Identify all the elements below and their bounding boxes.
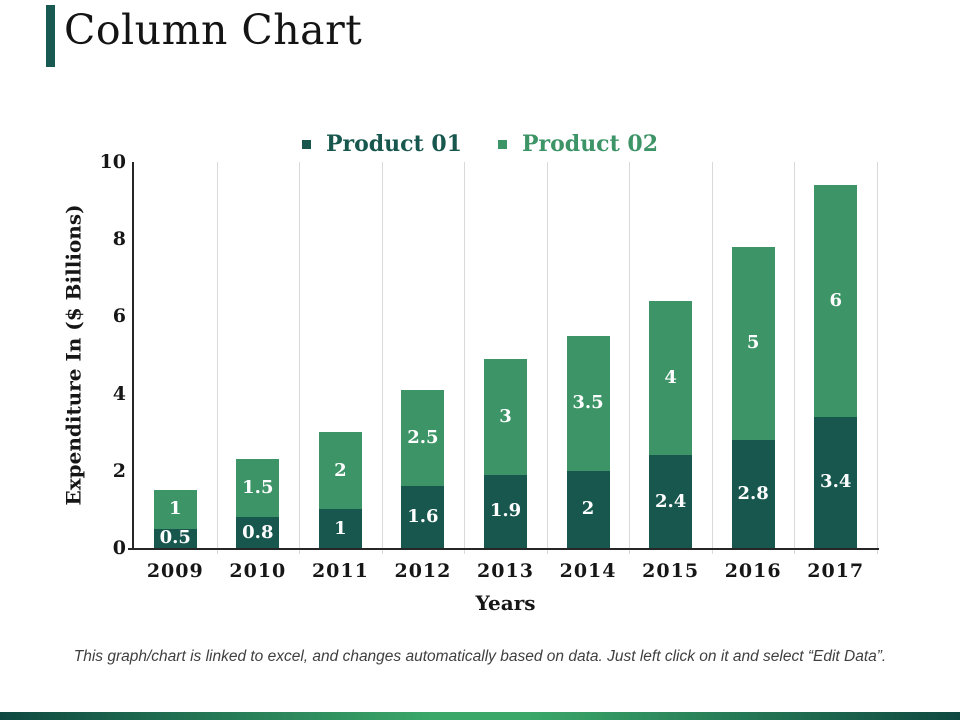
bar-value-label: 2.4: [654, 490, 687, 512]
bar-segment-product01-2011[interactable]: [318, 509, 362, 548]
bar-segment-product01-2012[interactable]: [401, 486, 445, 548]
x-axis-tick-label: 2009: [146, 560, 204, 582]
legend-swatch-product01-icon: [301, 139, 311, 149]
bar-value-label: 3.4: [820, 471, 852, 493]
bar-value-label: 1: [169, 498, 182, 520]
gridline: [794, 162, 796, 554]
legend-swatch-product02-icon: [498, 139, 507, 149]
x-axis-tick-label: 2011: [311, 560, 369, 582]
bar-value-label: 0.5: [159, 527, 191, 549]
bar-segment-product01-2015[interactable]: [649, 455, 693, 548]
gridline: [299, 162, 301, 554]
gridline: [629, 162, 631, 554]
bar-segment-product02-2015[interactable]: [649, 300, 693, 456]
bar-value-label: 1.6: [407, 506, 439, 528]
bar-value-label: 2.8: [737, 482, 769, 504]
x-axis-title: Years: [475, 591, 536, 615]
bar-value-label: 6: [829, 289, 842, 311]
footer-note: This graph/chart is linked to excel, and…: [73, 648, 887, 665]
legend-item-product01[interactable]: Product 01: [301, 131, 462, 157]
bar-value-label: 2: [334, 459, 347, 481]
x-axis-tick-label: 2015: [642, 560, 700, 582]
gridline: [381, 162, 383, 554]
gridline: [464, 162, 466, 554]
bar-value-label: 1.5: [242, 477, 274, 499]
bar-value-label: 3: [499, 405, 512, 427]
gridline: [546, 162, 548, 554]
bottom-gradient-bar: [0, 712, 960, 720]
x-axis-tick-label: 2017: [807, 560, 865, 582]
x-axis-tick-label: 2014: [559, 560, 617, 582]
bar-value-label: 4: [664, 367, 677, 389]
bar-segment-product01-2013[interactable]: [484, 474, 527, 548]
bar-value-label: 1.9: [489, 500, 522, 522]
y-axis-tick-label: 6: [112, 305, 126, 328]
bar-value-label: 5: [746, 332, 760, 354]
y-axis-title: Expenditure In ($ Billions): [62, 204, 87, 506]
gridline: [711, 162, 713, 554]
y-axis-line: [132, 162, 134, 548]
bar-segment-product02-2010[interactable]: [236, 459, 280, 518]
bar-value-label: 2: [581, 498, 595, 520]
x-axis-tick-label: 2010: [229, 560, 287, 582]
bar-segment-product01-2010[interactable]: [236, 517, 280, 548]
page-title: Column Chart: [64, 6, 363, 54]
chart-legend: Product 01 Product 02: [0, 127, 960, 161]
bar-value-label: 2.5: [407, 426, 439, 448]
title-accent-bar: [46, 5, 55, 67]
bar-segment-product02-2016[interactable]: [731, 246, 775, 440]
y-axis-tick-label: 2: [112, 459, 126, 482]
legend-label-product01: Product 01: [325, 131, 462, 157]
bar-value-label: 0.8: [242, 521, 274, 543]
bar-segment-product02-2012[interactable]: [401, 389, 445, 487]
y-axis-tick-label: 4: [112, 382, 126, 405]
legend-item-product02[interactable]: Product 02: [498, 131, 658, 157]
legend-label-product02: Product 02: [522, 131, 659, 157]
bar-segment-product01-2016[interactable]: [731, 439, 775, 548]
bar-value-label: 1: [334, 517, 347, 539]
y-axis-tick-label: 10: [99, 151, 126, 173]
y-axis-tick-label: 8: [112, 228, 126, 251]
gridline: [877, 162, 878, 554]
x-axis-tick-label: 2012: [394, 560, 452, 582]
bar-segment-product02-2009[interactable]: [153, 490, 197, 529]
bar-segment-product01-2017[interactable]: [814, 416, 858, 548]
y-axis-tick-label: 0: [112, 537, 126, 559]
bar-segment-product02-2017[interactable]: [814, 185, 858, 417]
bar-segment-product02-2013[interactable]: [484, 358, 527, 475]
bar-value-label: 3.5: [572, 392, 604, 414]
bar-segment-product02-2014[interactable]: [566, 335, 610, 471]
bar-segment-product01-2014[interactable]: [566, 470, 610, 548]
x-axis-tick-label: 2013: [477, 560, 534, 582]
gridline: [216, 162, 218, 554]
x-axis-line: [128, 548, 879, 550]
x-axis-tick-label: 2016: [724, 560, 782, 582]
bar-segment-product01-2009[interactable]: [153, 528, 197, 548]
bar-segment-product02-2011[interactable]: [318, 432, 362, 510]
